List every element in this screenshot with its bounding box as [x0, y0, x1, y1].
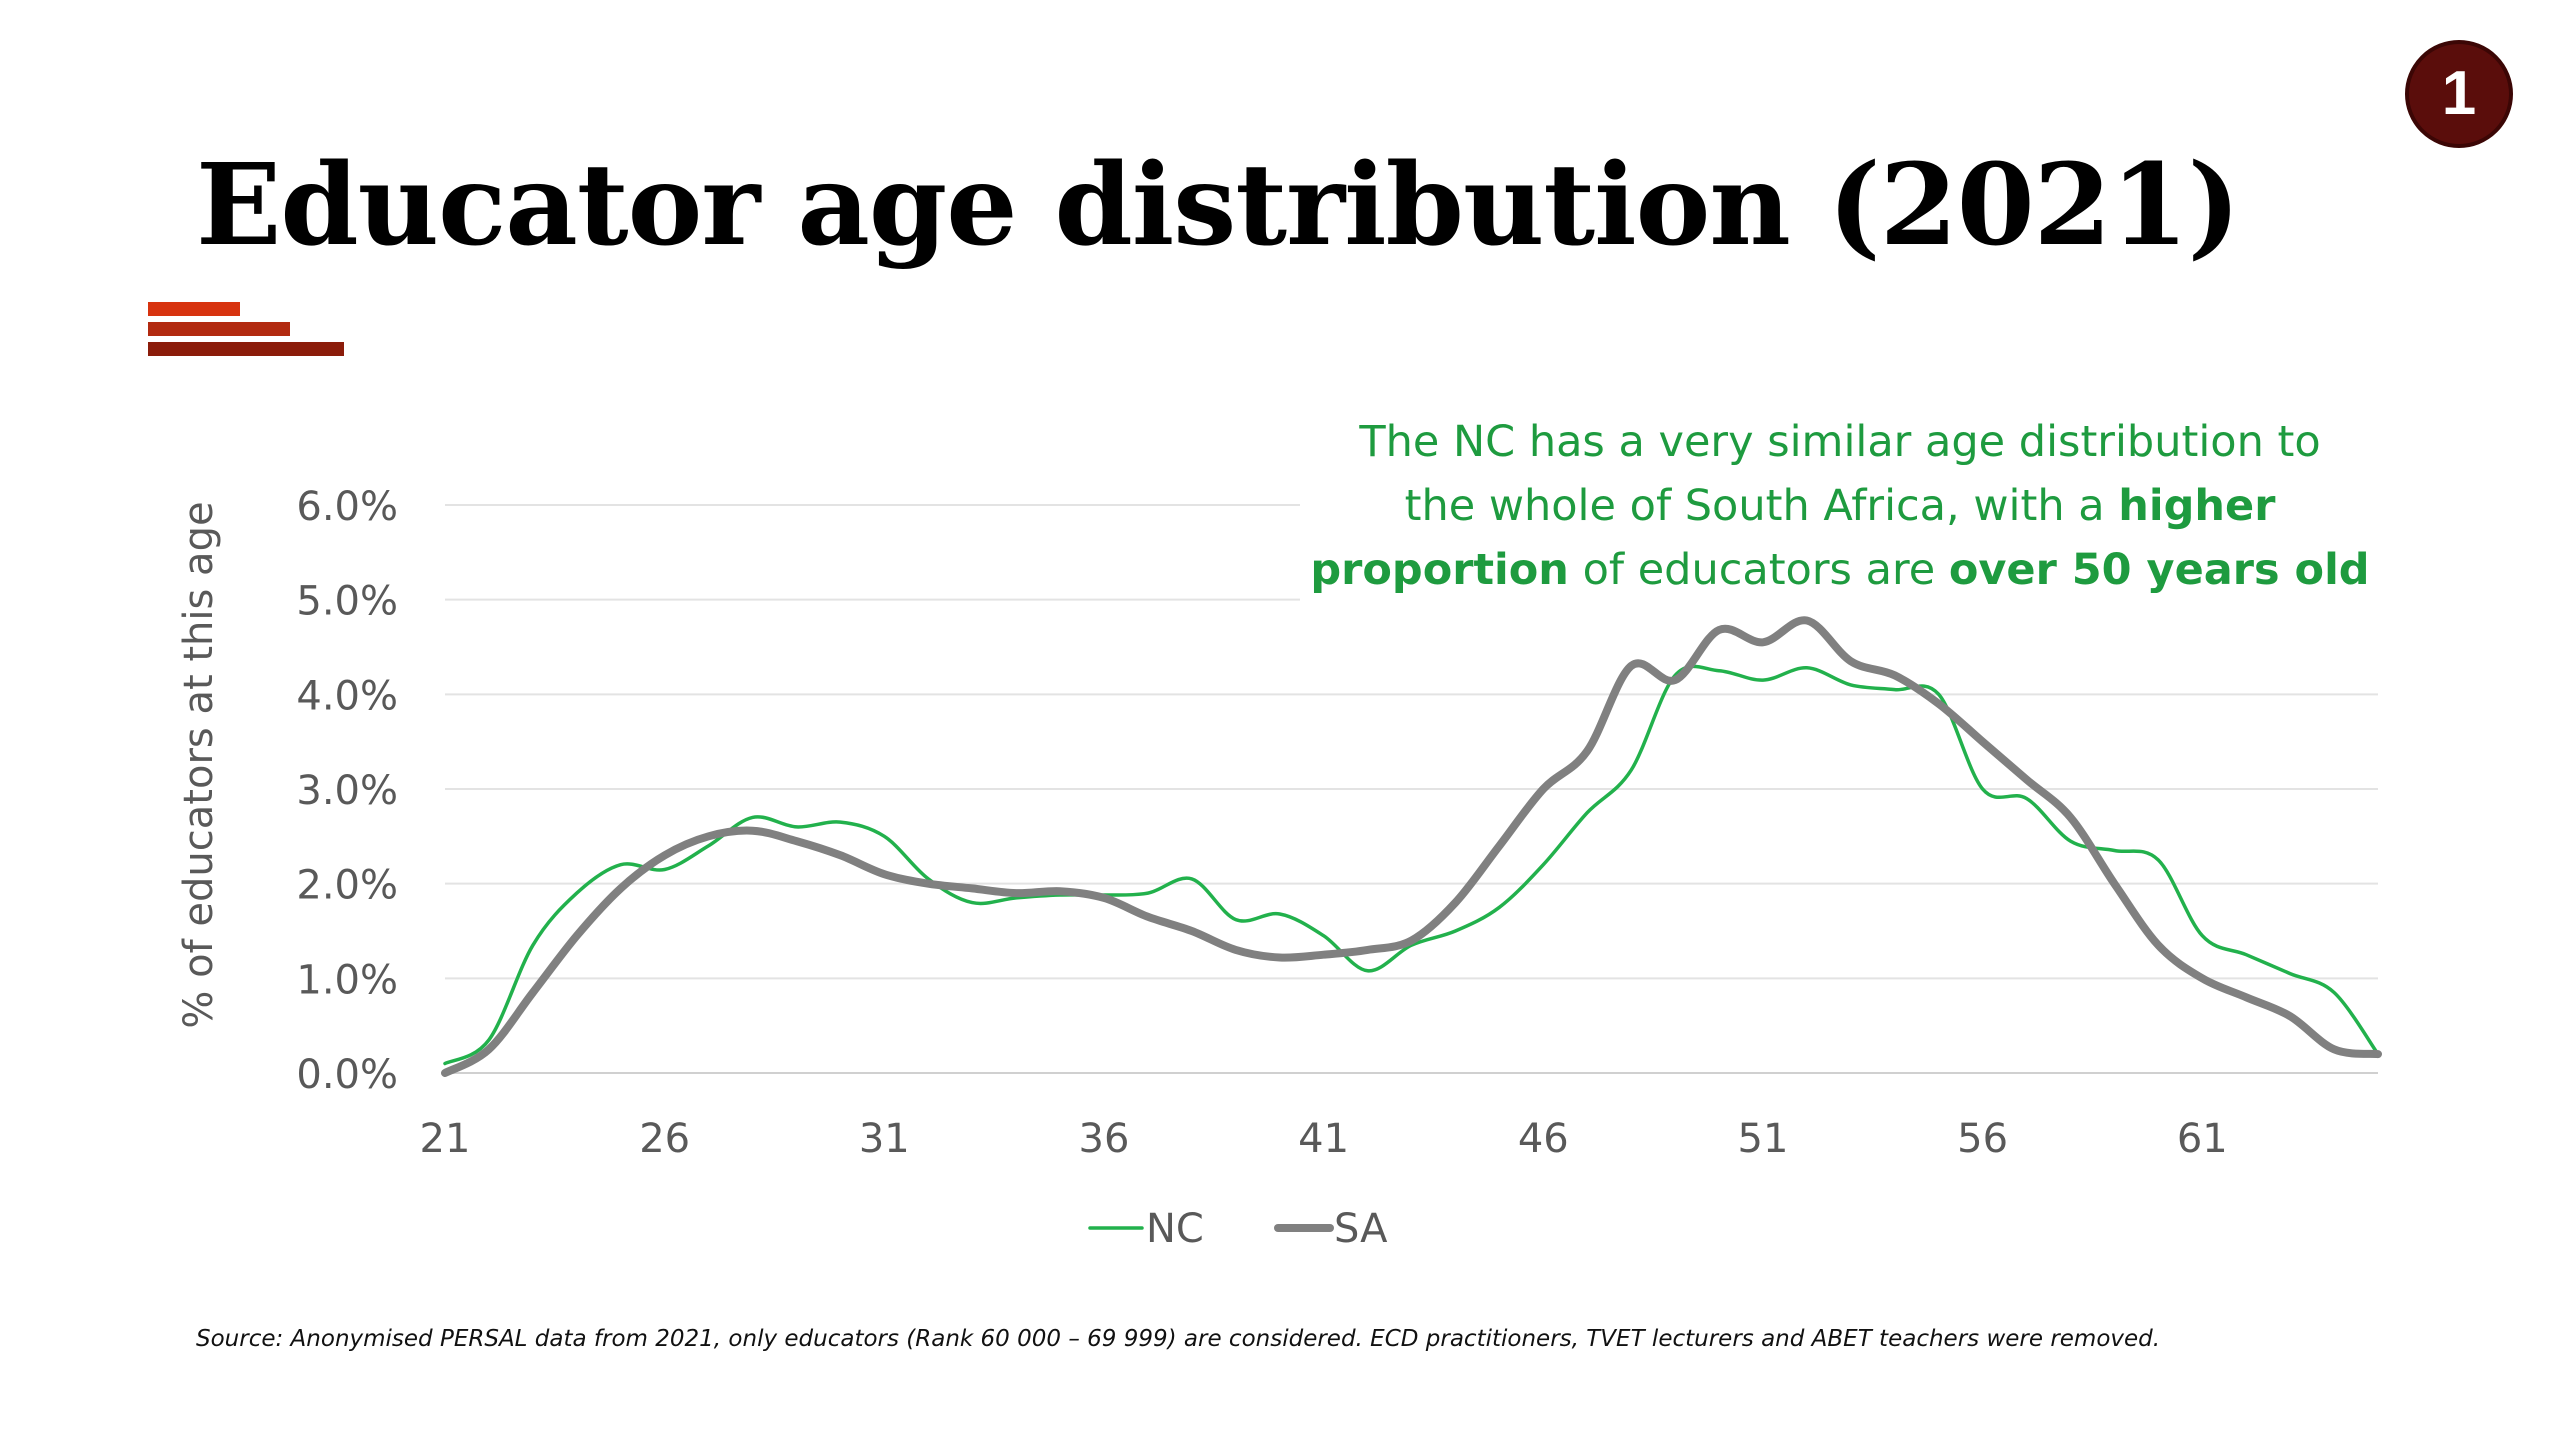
series-line-nc: [443, 664, 2380, 1066]
y-tick-label: 1.0%: [296, 957, 398, 1003]
annotation-line-2: the whole of South Africa, with a higher: [1300, 474, 2380, 538]
annotation-line-2-text: the whole of South Africa, with a: [1404, 481, 2119, 531]
annotation-line-3: proportion of educators are over 50 year…: [1300, 538, 2380, 602]
accent-bar-bottom: [148, 342, 344, 356]
x-tick-label: 36: [1079, 1116, 1130, 1162]
x-tick-label: 46: [1518, 1116, 1569, 1162]
y-tick-label: 4.0%: [296, 673, 398, 719]
y-axis-label: % of educators at this age: [176, 501, 222, 1028]
accent-bar-top: [148, 302, 240, 316]
y-tick-label: 6.0%: [296, 484, 398, 530]
x-tick-label: 41: [1298, 1116, 1349, 1162]
accent-bar-middle: [148, 322, 290, 336]
y-tick-label: 3.0%: [296, 768, 398, 814]
y-tick-label: 2.0%: [296, 863, 398, 909]
chart-annotation: The NC has a very similar age distributi…: [1300, 410, 2380, 602]
page-title: Educator age distribution (2021): [196, 140, 2240, 271]
x-tick-label: 61: [2177, 1116, 2228, 1162]
annotation-emphasis-proportion: proportion: [1310, 545, 1569, 595]
annotation-emphasis-over-50: over 50 years old: [1948, 545, 2370, 595]
x-tick-label: 31: [859, 1116, 910, 1162]
series-line-sa: [441, 616, 2382, 1077]
legend-label-nc: NC: [1146, 1206, 1204, 1252]
x-tick-label: 56: [1957, 1116, 2008, 1162]
x-tick-label: 51: [1738, 1116, 1789, 1162]
source-note: Source: Anonymised PERSAL data from 2021…: [196, 1326, 2161, 1352]
y-tick-label: 0.0%: [296, 1052, 398, 1098]
x-tick-label: 21: [420, 1116, 471, 1162]
annotation-line-3-text: of educators are: [1568, 545, 1949, 595]
page-number-badge: 1: [2405, 40, 2513, 148]
x-tick-label: 26: [639, 1116, 690, 1162]
annotation-emphasis-higher: higher: [2118, 481, 2276, 531]
y-tick-label: 5.0%: [296, 579, 398, 625]
annotation-line-1: The NC has a very similar age distributi…: [1359, 417, 2321, 467]
legend-label-sa: SA: [1334, 1206, 1388, 1252]
